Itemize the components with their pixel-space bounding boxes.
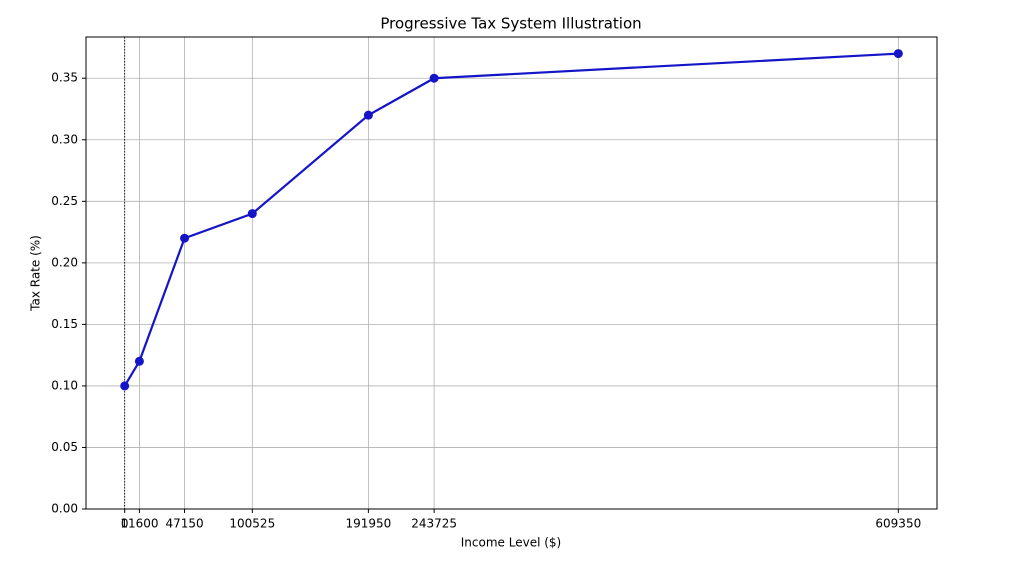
chart-title: Progressive Tax System Illustration: [380, 15, 641, 33]
data-point: [180, 233, 190, 243]
y-tick-label: 0.30: [51, 132, 78, 146]
x-tick-label: 191950: [345, 517, 391, 531]
x-tick-label: 47150: [165, 517, 203, 531]
y-tick-label: 0.05: [51, 440, 78, 454]
x-tick-label: 11600: [120, 517, 158, 531]
data-line: [123, 52, 899, 387]
data-point: [429, 73, 439, 83]
data-point: [120, 381, 130, 391]
data-point: [134, 356, 144, 366]
plot-frame: [85, 36, 938, 510]
y-tick-label: 0.00: [51, 502, 78, 516]
data-point: [247, 209, 257, 219]
y-axis-label: Tax Rate (%): [29, 235, 43, 312]
y-tick-label: 0.15: [51, 317, 78, 331]
x-axis-label: Income Level ($): [461, 536, 561, 550]
x-tick-label: 0: [121, 517, 129, 531]
data-point: [363, 110, 373, 120]
y-tick-label: 0.10: [51, 378, 78, 392]
data-point: [893, 49, 903, 59]
x-tick-label: 243725: [411, 517, 457, 531]
y-tick-label: 0.20: [51, 255, 78, 269]
y-tick-label: 0.25: [51, 194, 78, 208]
y-tick-label: 0.35: [51, 71, 78, 85]
x-tick-label: 609350: [875, 517, 921, 531]
x-tick-label: 100525: [229, 517, 275, 531]
